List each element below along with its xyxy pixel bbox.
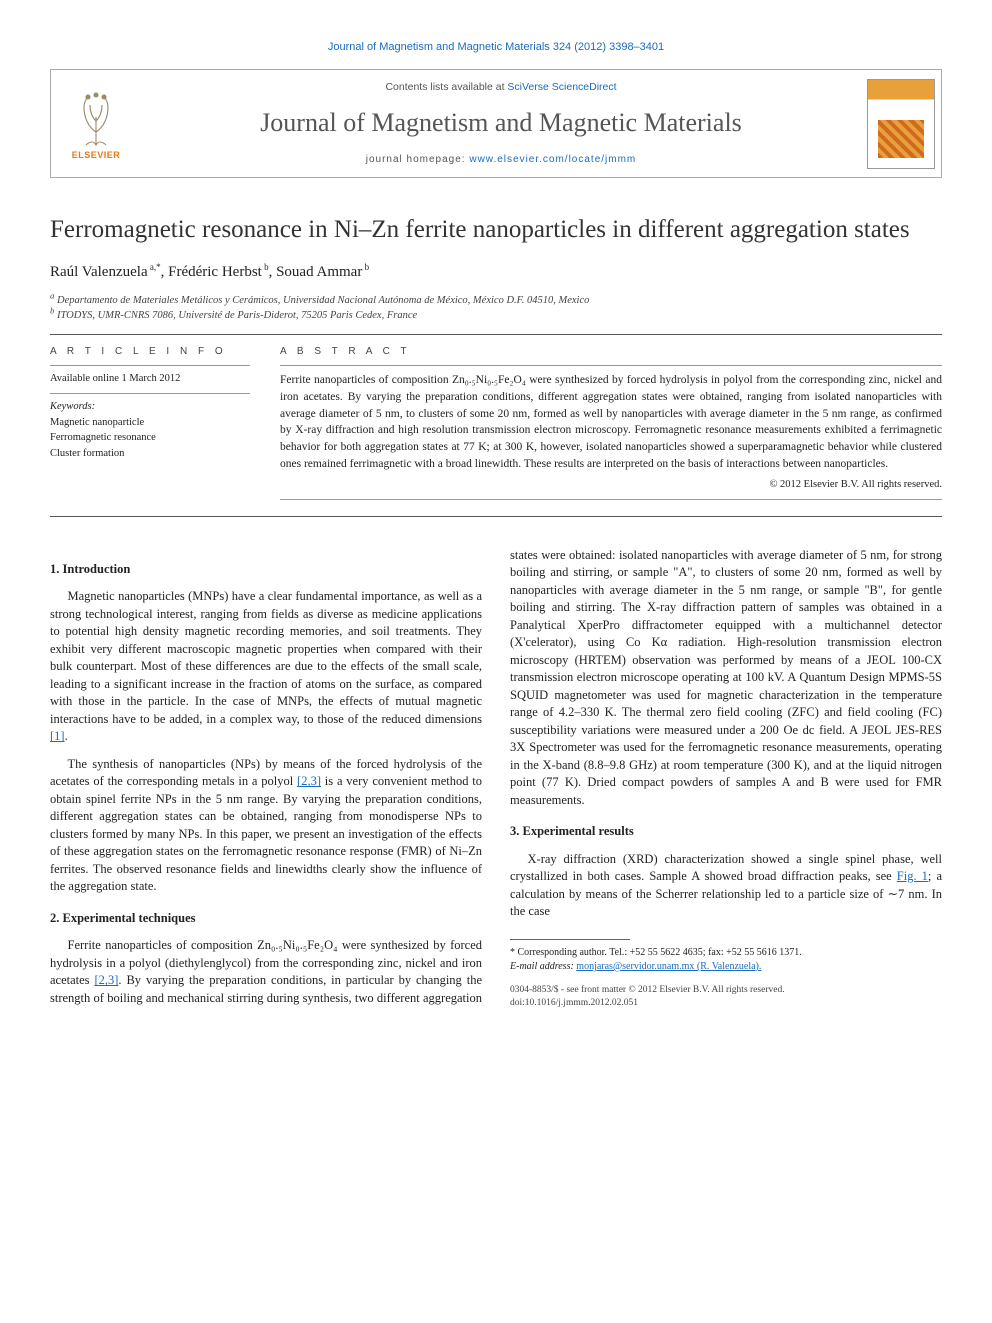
author[interactable]: Souad Ammar xyxy=(276,264,362,280)
journal-cover-thumb[interactable] xyxy=(861,70,941,177)
available-online: Available online 1 March 2012 xyxy=(50,372,250,387)
footnotes: * Corresponding author. Tel.: +52 55 562… xyxy=(510,946,942,974)
section-heading: 2. Experimental techniques xyxy=(50,910,482,928)
journal-header: ELSEVIER Contents lists available at Sci… xyxy=(50,69,942,178)
corresponding-marker: * xyxy=(156,262,161,272)
homepage-line: journal homepage: www.elsevier.com/locat… xyxy=(366,153,637,167)
corresponding-author-note: * Corresponding author. Tel.: +52 55 562… xyxy=(510,946,942,960)
contents-prefix: Contents lists available at xyxy=(385,81,507,93)
author[interactable]: Raúl Valenzuela xyxy=(50,264,148,280)
footer-copyright: 0304-8853/$ - see front matter © 2012 El… xyxy=(510,984,942,1011)
email-line: E-mail address: monjaras@servidor.unam.m… xyxy=(510,960,942,974)
author[interactable]: Frédéric Herbst xyxy=(168,264,262,280)
affiliation-a: a Departamento de Materiales Metálicos y… xyxy=(50,293,942,309)
abstract-label: A B S T R A C T xyxy=(280,345,942,359)
author-affil-marker: a, xyxy=(148,262,157,272)
doi-line: doi:10.1016/j.jmmm.2012.02.051 xyxy=(510,997,942,1010)
elsevier-tree-icon xyxy=(66,87,126,147)
publisher-name: ELSEVIER xyxy=(72,149,121,162)
divider xyxy=(280,499,942,500)
divider xyxy=(50,334,942,335)
paragraph: Magnetic nanoparticles (MNPs) have a cle… xyxy=(50,588,482,746)
citation-link[interactable]: [2,3] xyxy=(297,774,321,788)
abstract-text: Ferrite nanoparticles of composition Zn₀… xyxy=(280,372,942,472)
issn-line: 0304-8853/$ - see front matter © 2012 El… xyxy=(510,984,942,997)
email-link[interactable]: monjaras@servidor.unam.mx (R. Valenzuela… xyxy=(576,961,761,972)
homepage-prefix: journal homepage: xyxy=(366,154,470,165)
homepage-link[interactable]: www.elsevier.com/locate/jmmm xyxy=(469,154,636,165)
body-columns: 1. Introduction Magnetic nanoparticles (… xyxy=(50,547,942,1011)
publisher-logo[interactable]: ELSEVIER xyxy=(51,70,141,177)
cover-image-icon xyxy=(867,79,935,169)
author-affil-marker: b xyxy=(362,262,369,272)
email-label: E-mail address: xyxy=(510,961,574,972)
affiliation-b: b ITODYS, UMR-CNRS 7086, Université de P… xyxy=(50,308,942,324)
section-heading: 3. Experimental results xyxy=(510,823,942,841)
article-title: Ferromagnetic resonance in Ni–Zn ferrite… xyxy=(50,214,942,245)
citation-link[interactable]: [1] xyxy=(50,729,65,743)
keywords-list: Magnetic nanoparticle Ferromagnetic reso… xyxy=(50,415,250,462)
keyword: Ferromagnetic resonance xyxy=(50,430,250,446)
divider xyxy=(50,365,250,366)
header-center: Contents lists available at SciVerse Sci… xyxy=(141,70,861,177)
keyword: Magnetic nanoparticle xyxy=(50,415,250,431)
paragraph: X-ray diffraction (XRD) characterization… xyxy=(510,851,942,921)
contents-available-line: Contents lists available at SciVerse Sci… xyxy=(385,80,616,95)
journal-name: Journal of Magnetism and Magnetic Materi… xyxy=(260,105,742,141)
citation-link[interactable]: [2,3] xyxy=(94,973,118,987)
divider xyxy=(280,365,942,366)
footnote-divider xyxy=(510,939,630,940)
journal-ref-top[interactable]: Journal of Magnetism and Magnetic Materi… xyxy=(50,40,942,55)
author-list: Raúl Valenzuela a,*, Frédéric Herbst b, … xyxy=(50,262,942,283)
article-info-label: A R T I C L E I N F O xyxy=(50,345,250,359)
sciencedirect-link[interactable]: SciVerse ScienceDirect xyxy=(507,81,616,93)
abstract-copyright: © 2012 Elsevier B.V. All rights reserved… xyxy=(280,478,942,493)
divider xyxy=(50,393,250,394)
abstract-column: A B S T R A C T Ferrite nanoparticles of… xyxy=(280,345,942,506)
affiliations: a Departamento de Materiales Metálicos y… xyxy=(50,293,942,325)
section-heading: 1. Introduction xyxy=(50,561,482,579)
article-info-column: A R T I C L E I N F O Available online 1… xyxy=(50,345,250,506)
divider xyxy=(50,516,942,517)
keywords-heading: Keywords: xyxy=(50,400,250,415)
figure-link[interactable]: Fig. 1 xyxy=(897,869,928,883)
paragraph: The synthesis of nanoparticles (NPs) by … xyxy=(50,756,482,896)
author-affil-marker: b xyxy=(262,262,269,272)
keyword: Cluster formation xyxy=(50,446,250,462)
info-abstract-row: A R T I C L E I N F O Available online 1… xyxy=(50,345,942,506)
